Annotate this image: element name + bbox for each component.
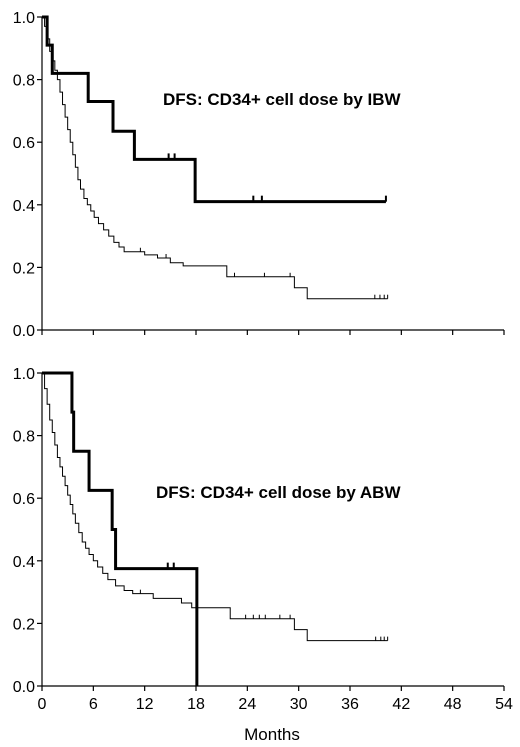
- ibw-y-tick-label: 0.0: [13, 323, 35, 340]
- ibw-y-tick-label: 0.6: [13, 135, 35, 152]
- abw-x-tick-label: 36: [341, 696, 359, 713]
- abw-x-tick-label: 12: [136, 696, 154, 713]
- abw-y-tick-label: 0.6: [13, 491, 35, 508]
- abw-x-tick-label: 30: [290, 696, 308, 713]
- ibw-survival-panel: DFS: CD34+ cell dose by IBW 0.0 0.2 0.4 0.6…: [13, 10, 505, 340]
- abw-x-axis-title: Months: [244, 725, 300, 744]
- abw-y-tick-label: 0.8: [13, 429, 35, 446]
- ibw-y-tick-labels: 0.0 0.2 0.4 0.6 0.8 1.0: [13, 10, 35, 340]
- abw-x-tick-label: 6: [89, 696, 98, 713]
- ibw-series: [42, 15, 389, 300]
- abw-y-tick-label: 0.0: [13, 679, 35, 696]
- abw-x-tick-label: 54: [495, 696, 513, 713]
- ibw-thin-survival-curve: [42, 16, 388, 300]
- ibw-axes: [37, 16, 505, 335]
- ibw-thick-survival-curve: [42, 15, 386, 204]
- abw-survival-panel: DFS: CD34+ cell dose by ABW 0.0 0.2 0.4 0.6…: [13, 366, 513, 744]
- abw-y-tick-labels: 0.0 0.2 0.4 0.6 0.8 1.0: [13, 366, 35, 696]
- abw-x-tick-label: 24: [238, 696, 256, 713]
- ibw-y-tick-label: 0.8: [13, 73, 35, 90]
- abw-y-tick-label: 1.0: [13, 366, 35, 383]
- abw-x-tick-label: 18: [187, 696, 205, 713]
- abw-thin-survival-curve: [42, 372, 388, 642]
- abw-axes: [37, 372, 505, 691]
- ibw-y-tick-label: 1.0: [13, 10, 35, 27]
- abw-panel-title: DFS: CD34+ cell dose by ABW: [156, 483, 401, 502]
- abw-x-tick-label: 48: [444, 696, 462, 713]
- ibw-panel-title: DFS: CD34+ cell dose by IBW: [163, 90, 402, 109]
- ibw-y-tick-label: 0.2: [13, 260, 35, 277]
- ibw-y-tick-label: 0.4: [13, 198, 35, 215]
- abw-x-tick-labels: 0 6 12 18 24 30 36 42 48 54: [38, 696, 513, 713]
- abw-x-tick-label: 0: [38, 696, 47, 713]
- abw-y-tick-label: 0.2: [13, 616, 35, 633]
- abw-series: [42, 371, 389, 686]
- abw-thick-survival-curve: [42, 371, 199, 686]
- abw-x-tick-label: 42: [392, 696, 410, 713]
- abw-y-tick-label: 0.4: [13, 554, 35, 571]
